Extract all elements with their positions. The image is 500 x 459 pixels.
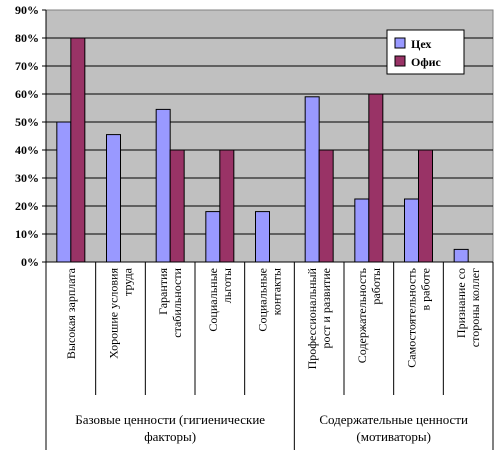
group-label: Содержательные ценности (319, 412, 468, 427)
category-label: стороны коллег (468, 268, 482, 347)
bar-tsekh (453, 248, 469, 263)
bar-tsekh (354, 198, 370, 263)
category-label: в работе (419, 268, 433, 311)
bar-tsekh (255, 211, 270, 263)
bar-ofis (219, 149, 235, 263)
legend-swatch (394, 55, 406, 67)
bar-tsekh (304, 96, 320, 263)
category-label: Самостоятельность (405, 267, 419, 367)
y-tick-label: 80% (15, 31, 39, 45)
y-tick-label: 0% (21, 255, 39, 269)
y-tick-label: 20% (15, 199, 39, 213)
category-label: труда (121, 267, 135, 296)
bar-tsekh (155, 108, 171, 263)
bar-tsekh (205, 211, 221, 263)
group-label: (мотиваторы) (356, 429, 431, 444)
group-label: факторы) (144, 429, 196, 444)
y-tick-label: 40% (15, 143, 39, 157)
category-label: льготы (220, 268, 234, 303)
category-label: рост и развитие (319, 268, 333, 348)
legend (386, 29, 465, 75)
bar-ofis (368, 93, 384, 263)
category-label: Профессиональный (305, 267, 319, 369)
group-label: Базовые ценности (гигиенические (75, 412, 265, 427)
y-tick-label: 60% (15, 87, 39, 101)
category-label: Признание со (454, 268, 468, 338)
bar-tsekh (106, 134, 121, 263)
category-label: контакты (270, 268, 284, 315)
y-tick-label: 10% (15, 227, 39, 241)
category-label: работы (369, 268, 383, 305)
bar-ofis (70, 37, 86, 263)
y-tick-label: 50% (15, 115, 39, 129)
category-label: Гарантия (156, 268, 170, 315)
category-label: Содержательность (355, 267, 369, 363)
category-label: Высокая зарплата (64, 267, 78, 359)
legend-label: Офис (411, 55, 442, 69)
category-label: Социальные (206, 268, 220, 332)
category-label: Социальные (256, 268, 270, 332)
legend-label: Цех (411, 37, 431, 51)
category-label: Хорошие условия (107, 268, 121, 359)
bar-tsekh (56, 121, 72, 263)
y-tick-label: 30% (15, 171, 39, 185)
bar-ofis (169, 149, 185, 263)
bar-tsekh (404, 198, 419, 263)
y-tick-label: 90% (15, 3, 39, 17)
bar-ofis (318, 149, 334, 263)
y-tick-label: 70% (15, 59, 39, 73)
legend-swatch (394, 37, 406, 49)
bar-ofis (418, 149, 433, 263)
category-label: стабильности (170, 267, 184, 337)
